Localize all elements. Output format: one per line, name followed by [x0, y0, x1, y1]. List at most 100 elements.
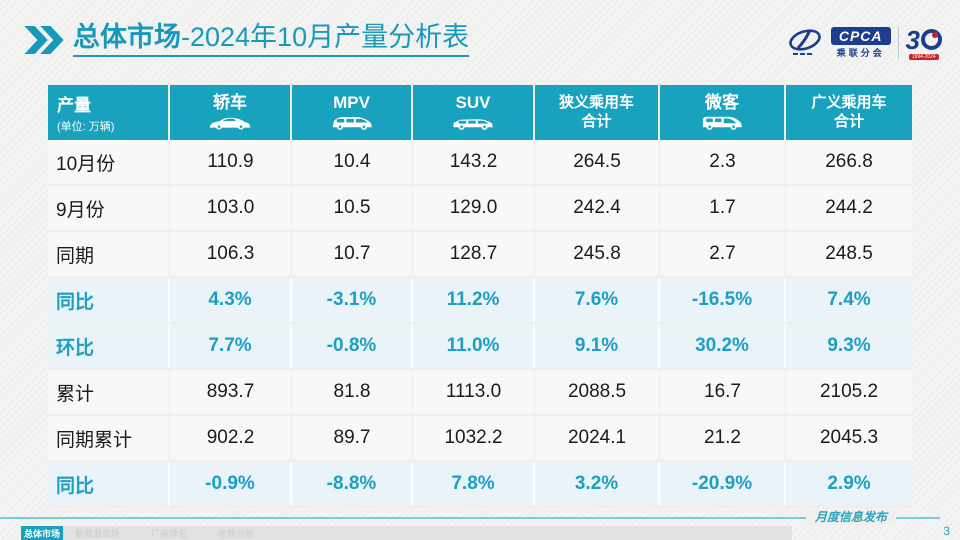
table-cell: -3.1% [292, 278, 413, 322]
logo-divider [897, 27, 899, 59]
table-cell: 893.7 [170, 370, 292, 414]
table-cell: 2045.3 [819, 427, 879, 448]
row-label: 10月份 [48, 140, 170, 184]
table-cell: -20.9% [660, 462, 786, 506]
table-cell: 9.3% [827, 335, 871, 356]
production-table: 产量 (单位: 万辆) 轿车 MPV [48, 85, 912, 508]
table-cell: 7.4% [827, 289, 871, 310]
page-title-rest: -2024年10月产量分析表 [181, 22, 470, 52]
table-row-october: 10月份 110.9 10.4 143.2 264.5 2.3 266.8 [48, 140, 912, 186]
table-row-mom: 环比 7.7% -0.8% 11.0% 9.1% 30.2% 9.3% [48, 324, 912, 370]
page-title-highlight: 总体市场 [73, 22, 181, 52]
table-cell: 30.2% [660, 324, 786, 368]
page-number: 3 [943, 524, 950, 538]
footer-rule [0, 517, 940, 519]
row-label: 同比 [48, 278, 170, 322]
suv-icon [453, 119, 493, 130]
table-cell: 106.3 [170, 232, 292, 276]
row-label: 同期 [48, 232, 170, 276]
table-cell: 2024.1 [535, 416, 660, 460]
table-cell: 2.7 [660, 232, 786, 276]
row-label: 环比 [48, 324, 170, 368]
table-cell: 143.2 [413, 140, 535, 184]
table-cell: 10.4 [292, 140, 413, 184]
table-corner-unit: (单位: 万辆) [57, 121, 115, 133]
anniversary-number: 3 [905, 24, 920, 55]
column-header-broad-pv-total: 广义乘用车 合计 [786, 85, 912, 140]
cpca-badge: CPCA 乘联分会 [830, 27, 891, 59]
row-label: 累计 [48, 370, 170, 414]
table-cell: 103.0 [170, 186, 292, 230]
table-cell: 2.9% [827, 473, 871, 494]
column-header-mpv: MPV [292, 85, 413, 140]
table-cell: 2.3 [660, 140, 786, 184]
row-label: 同期累计 [48, 416, 170, 460]
table-cell: 16.7 [660, 370, 786, 414]
cpca-emblem-icon [789, 29, 821, 55]
mpv-icon [332, 116, 372, 130]
table-cell: 3.2% [535, 462, 660, 506]
table-cell: 9.1% [535, 324, 660, 368]
table-cell: 2105.2 [819, 381, 879, 402]
table-cell: 248.5 [825, 243, 873, 264]
table-cell: 1032.2 [413, 416, 535, 460]
table-row-yoy: 同比 4.3% -3.1% 11.2% 7.6% -16.5% 7.4% [48, 278, 912, 324]
page-title: 总体市场-2024年10月产量分析表 [73, 22, 470, 58]
table-cell: -8.8% [292, 462, 413, 506]
anniversary-30-logo: 3 1994-2024 [906, 27, 942, 60]
tab-market-analysis[interactable]: 市场分析 [218, 528, 255, 539]
cpca-badge-text: CPCA [830, 27, 891, 45]
footer-nav-strip: 新能源市场 厂商排名 市场分析 [63, 526, 792, 540]
table-cell: 245.8 [535, 232, 660, 276]
tab-oem-ranking[interactable]: 厂商排名 [151, 528, 188, 539]
table-cell: 902.2 [170, 416, 292, 460]
table-row-cumulative-yoy: 同比 -0.9% -8.8% 7.8% 3.2% -20.9% 2.9% [48, 462, 912, 508]
table-cell: -0.8% [292, 324, 413, 368]
table-row-cumulative: 累计 893.7 81.8 1113.0 2088.5 16.7 2105.2 [48, 370, 912, 416]
table-row-september: 9月份 103.0 10.5 129.0 242.4 1.7 244.2 [48, 186, 912, 232]
table-cell: 7.7% [170, 324, 292, 368]
table-cell: 264.5 [535, 140, 660, 184]
tab-nev-market[interactable]: 新能源市场 [75, 528, 121, 539]
publication-label: 月度信息发布 [805, 510, 896, 525]
table-cell: 242.4 [535, 186, 660, 230]
double-chevron-icon [24, 25, 64, 54]
column-header-suv: SUV [413, 85, 535, 140]
table-cell: 266.8 [825, 151, 873, 172]
column-header-minivan: 微客 [660, 85, 786, 140]
table-cell: 21.2 [660, 416, 786, 460]
table-corner-title: 产量 [57, 96, 91, 115]
table-cell: 7.8% [413, 462, 535, 506]
table-cell: 129.0 [413, 186, 535, 230]
table-row-same-period: 同期 106.3 10.7 128.7 245.8 2.7 248.5 [48, 232, 912, 278]
table-cell: 244.2 [825, 197, 873, 218]
table-cell: 11.0% [413, 324, 535, 368]
table-row-cumulative-same-period: 同期累计 902.2 89.7 1032.2 2024.1 21.2 2045.… [48, 416, 912, 462]
column-header-sedan: 轿车 [170, 85, 292, 140]
row-label: 同比 [48, 462, 170, 506]
table-cell: 10.5 [292, 186, 413, 230]
table-cell: 10.7 [292, 232, 413, 276]
row-label: 9月份 [48, 186, 170, 230]
table-cell: 110.9 [170, 140, 292, 184]
table-cell: 7.6% [535, 278, 660, 322]
table-header-row: 产量 (单位: 万辆) 轿车 MPV [48, 85, 912, 140]
table-cell: -0.9% [170, 462, 292, 506]
anniversary-ring-icon [921, 29, 942, 50]
table-cell: 2088.5 [535, 370, 660, 414]
tab-overall-market[interactable]: 总体市场 [21, 526, 63, 540]
table-cell: 11.2% [413, 278, 535, 322]
cpca-logo: CPCA 乘联分会 3 1994-2024 [786, 22, 942, 64]
table-cell: 1.7 [660, 186, 786, 230]
cpca-badge-subtext: 乘联分会 [836, 48, 885, 58]
minivan-icon [702, 116, 742, 130]
page-title-row: 总体市场-2024年10月产量分析表 [24, 22, 470, 58]
anniversary-years: 1994-2024 [908, 53, 939, 60]
table-cell: 89.7 [292, 416, 413, 460]
table-cell: 81.8 [292, 370, 413, 414]
footer-nav: 总体市场 新能源市场 厂商排名 市场分析 [21, 526, 792, 540]
table-cell: 4.3% [170, 278, 292, 322]
column-header-narrow-pv-total: 狭义乘用车 合计 [535, 85, 660, 140]
table-cell: 128.7 [413, 232, 535, 276]
